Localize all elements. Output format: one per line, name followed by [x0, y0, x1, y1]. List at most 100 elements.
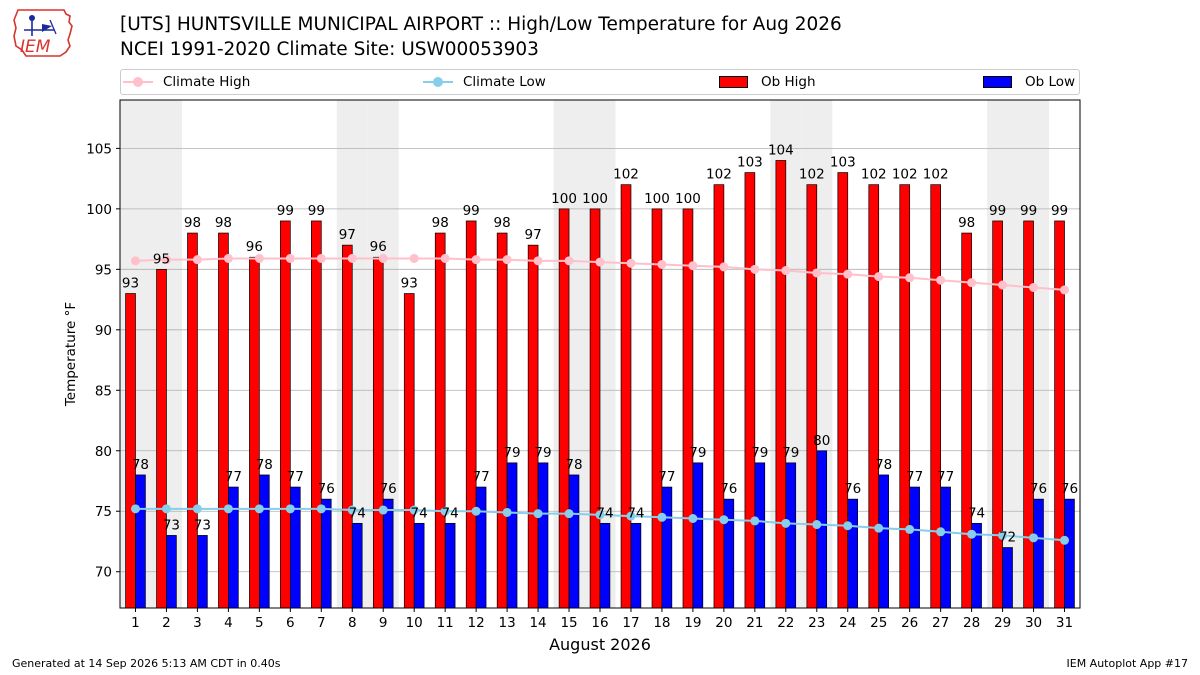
title-line-1: [UTS] HUNTSVILLE MUNICIPAL AIRPORT :: Hi… [120, 14, 842, 35]
ob-high-bar [341, 244, 353, 609]
ob-low-bar [351, 522, 363, 609]
ob-high-data-label: 99 [308, 203, 325, 219]
ob-high-bar [311, 220, 322, 609]
generated-timestamp: Generated at 14 Sep 2026 5:13 AM CDT in … [12, 657, 281, 670]
ob-low-data-label: 78 [875, 457, 892, 473]
ob-high-bar [899, 184, 911, 609]
climate-low-point [750, 516, 760, 526]
ob-high-data-label: 97 [339, 227, 356, 243]
climate-high-point [564, 256, 574, 266]
legend-item-ob-low: Ob Low [983, 70, 1075, 94]
climate-high-point [254, 253, 264, 263]
x-tick-label: 18 [653, 615, 670, 631]
ob-high-data-label: 98 [184, 215, 201, 231]
ob-low-data-label: 79 [503, 445, 520, 461]
climate-high-point [874, 272, 884, 282]
ob-high-data-label: 99 [1051, 203, 1068, 219]
climate-low-point [471, 506, 481, 516]
x-tick-label: 20 [715, 615, 732, 631]
climate-low-point [936, 527, 946, 537]
ob-low-data-label: 72 [999, 530, 1016, 546]
climate-high-point [812, 268, 822, 278]
climate-high-point [347, 253, 357, 263]
ob-low-data-label: 74 [411, 505, 428, 521]
ob-low-data-label: 80 [813, 433, 830, 449]
climate-low-point [874, 523, 884, 533]
legend-label-climate-high: Climate High [163, 74, 251, 90]
climate-high-point [657, 259, 667, 269]
ob-low-bar [630, 522, 642, 609]
ob-low-bar [940, 486, 951, 609]
ob-low-bar [692, 462, 704, 609]
ob-low-bar [909, 486, 920, 609]
x-tick-label: 27 [932, 615, 949, 631]
ob-high-bar [589, 208, 601, 609]
ob-low-data-label: 77 [225, 469, 242, 485]
climate-high-point [967, 278, 977, 288]
ob-low-bar [847, 498, 859, 609]
legend-label-ob-low: Ob Low [1025, 74, 1076, 90]
ob-high-bar [1054, 220, 1065, 609]
climate-low-point [967, 529, 977, 539]
ob-high-data-label: 98 [958, 215, 975, 231]
ob-high-bar [868, 184, 880, 609]
ob-low-bar [475, 486, 487, 609]
y-tick-label: 70 [95, 565, 112, 581]
ob-low-bar [537, 462, 549, 609]
x-tick-label: 5 [255, 615, 264, 631]
x-tick-label: 8 [348, 615, 357, 631]
ob-high-data-label: 93 [122, 276, 139, 292]
x-tick-label: 21 [746, 615, 763, 631]
ob-high-data-label: 102 [892, 167, 918, 183]
ob-high-bar [775, 160, 787, 609]
ob-low-data-label: 77 [906, 469, 923, 485]
legend-item-ob-high: Ob High [719, 70, 816, 94]
ob-low-data-label: 76 [318, 481, 335, 497]
climate-low-point [719, 515, 729, 525]
climate-low-point [626, 511, 636, 521]
x-tick-label: 28 [963, 615, 980, 631]
ob-low-bar [785, 462, 797, 609]
ob-low-data-label: 74 [349, 505, 366, 521]
x-tick-label: 6 [286, 615, 295, 631]
legend-label-ob-high: Ob High [761, 74, 816, 90]
ob-low-data-label: 73 [194, 517, 211, 533]
ob-high-bar [713, 184, 725, 609]
ob-high-data-label: 100 [582, 191, 608, 207]
climate-high-point [223, 253, 233, 263]
ob-low-bar [878, 474, 889, 609]
climate-low-point [192, 504, 202, 514]
ob-high-data-label: 104 [768, 142, 794, 158]
climate-low-point [1029, 533, 1039, 543]
ob-high-data-label: 93 [401, 276, 418, 292]
climate-low-point [254, 504, 264, 514]
climate-low-point [161, 504, 171, 514]
climate-high-point [471, 255, 481, 265]
chart-title: [UTS] HUNTSVILLE MUNICIPAL AIRPORT :: Hi… [120, 12, 842, 62]
ob-high-bar [372, 256, 384, 609]
ob-high-bar [1023, 220, 1034, 609]
x-tick-label: 12 [468, 615, 485, 631]
ob-low-bar [413, 522, 425, 609]
x-tick-label: 22 [777, 615, 794, 631]
x-tick-label: 15 [560, 615, 577, 631]
y-axis-label: Temperature °F [63, 302, 79, 407]
ob-high-data-label: 102 [923, 167, 949, 183]
ob-high-bar [930, 184, 941, 609]
ob-high-data-label: 96 [246, 239, 263, 255]
x-tick-label: 13 [499, 615, 516, 631]
climate-high-point [161, 255, 171, 265]
ob-low-bar [197, 535, 208, 609]
climate-low-point [688, 513, 698, 523]
climate-low-point [409, 505, 419, 515]
x-tick-label: 1 [131, 615, 140, 631]
x-tick-label: 29 [994, 615, 1011, 631]
ob-low-bar [816, 450, 828, 609]
climate-high-point [502, 255, 512, 265]
x-tick-label: 14 [529, 615, 546, 631]
ob-high-data-label: 102 [613, 167, 639, 183]
legend-item-climate-high: Climate High [123, 70, 250, 94]
climate-high-point [936, 275, 946, 285]
ob-high-data-label: 103 [737, 155, 763, 171]
ob-low-data-label: 74 [968, 505, 985, 521]
